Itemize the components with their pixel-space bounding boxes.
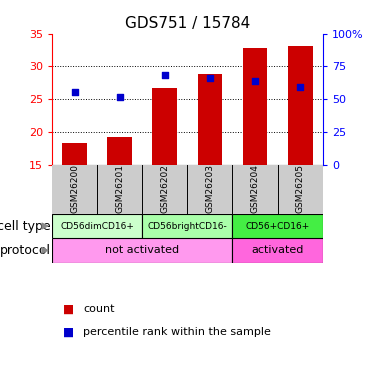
Point [117, 94, 123, 100]
Point [252, 78, 258, 84]
Bar [278, 165, 323, 214]
Bar [233, 214, 323, 238]
Bar [187, 165, 233, 214]
Text: percentile rank within the sample: percentile rank within the sample [83, 327, 271, 337]
Text: GSM26205: GSM26205 [296, 164, 305, 213]
Bar [107, 136, 132, 165]
Point [207, 75, 213, 81]
Bar [197, 74, 222, 165]
Text: cell type: cell type [0, 219, 51, 232]
Bar [142, 214, 233, 238]
Text: CD56+CD16+: CD56+CD16+ [246, 222, 310, 231]
Point [72, 89, 78, 95]
Bar [62, 143, 87, 165]
Text: CD56dimCD16+: CD56dimCD16+ [60, 222, 134, 231]
Text: GSM26203: GSM26203 [206, 164, 214, 213]
Text: not activated: not activated [105, 245, 179, 255]
Point [162, 72, 168, 78]
Bar [97, 165, 142, 214]
Text: ■: ■ [63, 326, 74, 338]
Bar [288, 45, 313, 165]
Bar [152, 88, 177, 165]
Text: activated: activated [252, 245, 304, 255]
Text: count: count [83, 304, 115, 314]
Text: GSM26202: GSM26202 [160, 164, 169, 213]
Bar [52, 214, 142, 238]
Text: GSM26204: GSM26204 [250, 164, 260, 213]
Bar [52, 165, 97, 214]
Text: ■: ■ [63, 303, 74, 316]
Bar [142, 165, 187, 214]
Text: GSM26200: GSM26200 [70, 164, 79, 213]
Bar [233, 238, 323, 262]
Bar [52, 238, 233, 262]
Title: GDS751 / 15784: GDS751 / 15784 [125, 16, 250, 31]
Bar [233, 165, 278, 214]
Text: protocol: protocol [0, 244, 51, 257]
Text: GSM26201: GSM26201 [115, 164, 124, 213]
Point [297, 84, 303, 90]
Bar [243, 48, 267, 165]
Text: CD56brightCD16-: CD56brightCD16- [148, 222, 227, 231]
